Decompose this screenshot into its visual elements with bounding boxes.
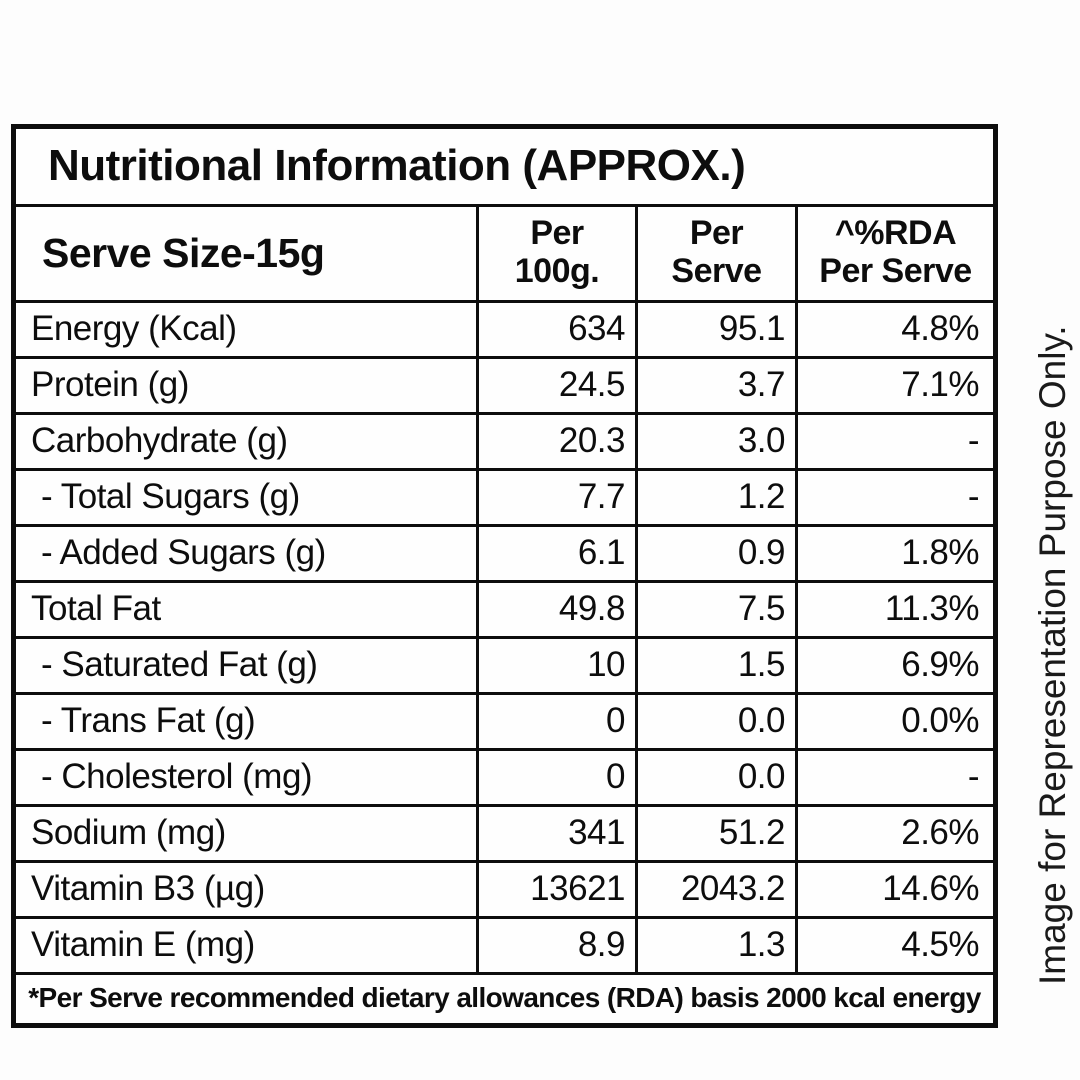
value-per-100g: 20.3: [476, 412, 638, 471]
row-label: - Total Sugars (g): [12, 468, 479, 527]
table-row-energy: Energy (Kcal) 634 95.1 4.8%: [12, 300, 998, 359]
value-per-serve: 3.7: [635, 356, 798, 415]
value-per-serve: 2043.2: [635, 860, 798, 919]
watermark-note: Image for Representation Purpose Only.: [1032, 325, 1073, 986]
row-label: - Cholesterol (mg): [12, 748, 479, 807]
value-rda: -: [794, 748, 998, 807]
table-row-total-fat: Total Fat 49.8 7.5 11.3%: [12, 580, 998, 639]
table-row-protein: Protein (g) 24.5 3.7 7.1%: [12, 356, 998, 415]
table-footnote-row: *Per Serve recommended dietary allowance…: [11, 972, 998, 1027]
value-per-100g: 13621: [476, 860, 638, 919]
value-rda: 6.9%: [794, 636, 998, 695]
row-label: Vitamin E (mg): [12, 916, 479, 975]
value-rda: 11.3%: [794, 580, 998, 639]
table-title-row: Nutritional Information (APPROX.): [11, 125, 998, 207]
value-per-serve: 1.5: [635, 636, 798, 695]
value-per-serve: 51.2: [635, 804, 798, 863]
value-rda: 1.8%: [794, 524, 998, 583]
row-label: Protein (g): [12, 356, 479, 415]
table-header-row: Serve Size-15g Per 100g. Per Serve ^%RDA…: [12, 204, 998, 303]
value-per-100g: 6.1: [476, 524, 638, 583]
value-per-100g: 0: [476, 748, 638, 807]
value-per-serve: 1.3: [635, 916, 798, 975]
row-label: Total Fat: [12, 580, 479, 639]
value-per-serve: 0.0: [635, 748, 798, 807]
header-serve-size: Serve Size-15g: [12, 204, 479, 303]
value-rda: 2.6%: [794, 804, 998, 863]
value-per-100g: 49.8: [476, 580, 638, 639]
table-row-sodium: Sodium (mg) 341 51.2 2.6%: [12, 804, 998, 863]
row-label: Sodium (mg): [12, 804, 479, 863]
value-per-serve: 95.1: [635, 300, 798, 359]
value-rda: 4.8%: [794, 300, 998, 359]
row-label: Vitamin B3 (µg): [12, 860, 479, 919]
value-per-100g: 8.9: [476, 916, 638, 975]
header-rda-per-serve: ^%RDA Per Serve: [794, 204, 998, 303]
value-rda: 14.6%: [794, 860, 998, 919]
value-per-100g: 7.7: [476, 468, 638, 527]
value-rda: -: [794, 468, 998, 527]
value-per-100g: 0: [476, 692, 638, 751]
table-row-cholesterol: - Cholesterol (mg) 0 0.0 -: [12, 748, 998, 807]
header-per-100g: Per 100g.: [476, 204, 638, 303]
row-label: Carbohydrate (g): [12, 412, 479, 471]
value-rda: 7.1%: [794, 356, 998, 415]
row-label: Energy (Kcal): [12, 300, 479, 359]
value-per-serve: 0.9: [635, 524, 798, 583]
row-label: - Trans Fat (g): [12, 692, 479, 751]
value-per-100g: 10: [476, 636, 638, 695]
value-rda: -: [794, 412, 998, 471]
nutrition-table: Nutritional Information (APPROX.) Serve …: [11, 124, 999, 1028]
value-rda: 4.5%: [794, 916, 998, 975]
value-per-100g: 634: [476, 300, 638, 359]
row-label: - Saturated Fat (g): [12, 636, 479, 695]
table-row-saturated-fat: - Saturated Fat (g) 10 1.5 6.9%: [12, 636, 998, 695]
table-title: Nutritional Information (APPROX.): [11, 125, 998, 207]
value-per-serve: 0.0: [635, 692, 798, 751]
table-row-carbohydrate: Carbohydrate (g) 20.3 3.0 -: [12, 412, 998, 471]
table-row-trans-fat: - Trans Fat (g) 0 0.0 0.0%: [12, 692, 998, 751]
footnote: *Per Serve recommended dietary allowance…: [11, 972, 998, 1027]
value-per-serve: 3.0: [635, 412, 798, 471]
table-row-added-sugars: - Added Sugars (g) 6.1 0.9 1.8%: [12, 524, 998, 583]
value-per-serve: 7.5: [635, 580, 798, 639]
header-per-serve: Per Serve: [635, 204, 798, 303]
table-row-total-sugars: - Total Sugars (g) 7.7 1.2 -: [12, 468, 998, 527]
value-per-100g: 24.5: [476, 356, 638, 415]
table-row-vitamin-e: Vitamin E (mg) 8.9 1.3 4.5%: [12, 916, 998, 975]
row-label: - Added Sugars (g): [12, 524, 479, 583]
value-per-serve: 1.2: [635, 468, 798, 527]
value-per-100g: 341: [476, 804, 638, 863]
table-row-vitamin-b3: Vitamin B3 (µg) 13621 2043.2 14.6%: [12, 860, 998, 919]
value-rda: 0.0%: [794, 692, 998, 751]
